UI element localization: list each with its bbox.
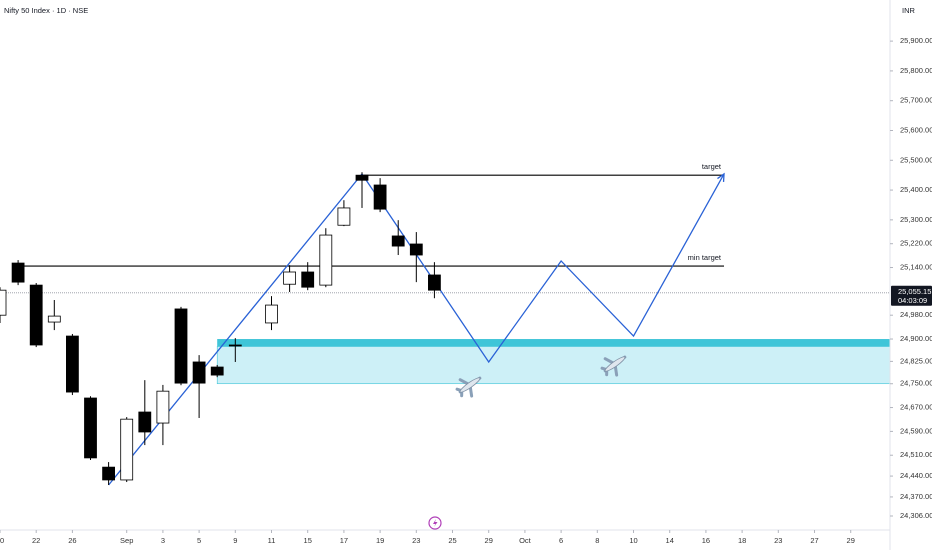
projection-path	[108, 172, 725, 486]
x-tick-label: 20	[0, 536, 4, 545]
candle-body	[265, 304, 278, 324]
x-tick-label: 3	[161, 536, 165, 545]
x-tick-label: 9	[233, 536, 237, 545]
y-tick-label: 25,900.00	[900, 36, 932, 45]
y-tick-label: 24,825.00	[900, 356, 932, 365]
candle-body	[138, 411, 152, 433]
candle-body	[84, 397, 97, 459]
candle-body	[301, 271, 315, 288]
demand-zone-band	[217, 339, 890, 347]
candle-body	[156, 390, 170, 424]
candle-body	[192, 361, 206, 384]
x-tick-label: 11	[268, 536, 276, 545]
candle-body	[174, 308, 188, 384]
candle-body	[102, 466, 116, 481]
level-label: min target	[688, 253, 722, 262]
candle-body	[120, 418, 134, 481]
x-tick-label: 6	[559, 536, 563, 545]
candle-body	[29, 284, 43, 346]
candle-body	[283, 271, 297, 285]
y-tick-label: 25,700.00	[900, 96, 932, 105]
countdown-label: 04:03:09	[898, 296, 927, 305]
candle-body	[319, 234, 333, 286]
y-tick-label: 24,670.00	[900, 403, 932, 412]
current-price-box	[891, 285, 932, 306]
x-tick-label: 17	[340, 536, 348, 545]
x-tick-label: 10	[629, 536, 637, 545]
candle-body	[210, 366, 224, 376]
x-tick-label: 5	[197, 536, 201, 545]
current-price-label: 25,055.15	[898, 287, 931, 296]
candle-body	[47, 315, 61, 323]
projection-arrowhead	[717, 172, 725, 183]
airplane-icon	[600, 355, 627, 377]
x-tick-label: 18	[738, 536, 746, 545]
y-tick-label: 24,900.00	[900, 334, 932, 343]
x-tick-label: 29	[847, 536, 855, 545]
y-tick-label: 25,500.00	[900, 155, 932, 164]
lightning-icon	[428, 516, 442, 530]
candle-body	[428, 274, 441, 291]
x-tick-label: 16	[702, 536, 710, 545]
y-tick-label: 25,400.00	[900, 185, 932, 194]
x-tick-label: Oct	[519, 536, 532, 545]
x-tick-label: 27	[810, 536, 818, 545]
candle-body	[228, 344, 242, 347]
x-tick-label: Sep	[120, 536, 133, 545]
level-label: target	[702, 162, 722, 171]
y-tick-label: 24,980.00	[900, 310, 932, 319]
candle-body	[11, 262, 25, 283]
x-tick-label: 23	[774, 536, 782, 545]
x-tick-label: 29	[485, 536, 493, 545]
currency-label: INR	[902, 6, 916, 15]
x-tick-label: 23	[412, 536, 420, 545]
y-tick-label: 24,440.00	[900, 471, 932, 480]
candle-body	[409, 243, 423, 256]
candle-body	[355, 174, 369, 181]
y-tick-label: 25,600.00	[900, 125, 932, 134]
y-tick-label: 24,750.00	[900, 379, 932, 388]
y-tick-label: 24,590.00	[900, 426, 932, 435]
x-tick-label: 22	[32, 536, 40, 545]
x-tick-label: 25	[448, 536, 456, 545]
y-tick-label: 24,370.00	[900, 492, 932, 501]
x-tick-label: 19	[376, 536, 384, 545]
airplane-icon	[455, 376, 482, 398]
y-tick-label: 25,300.00	[900, 215, 932, 224]
candle-body	[391, 235, 405, 247]
demand-zone	[216, 346, 891, 385]
y-tick-label: 24,510.00	[900, 450, 932, 459]
y-tick-label: 25,800.00	[900, 66, 932, 75]
x-tick-label: 14	[666, 536, 674, 545]
candle-body	[0, 289, 7, 316]
y-tick-label: 25,220.00	[900, 239, 932, 248]
x-tick-label: 8	[595, 536, 599, 545]
candle-body	[66, 335, 79, 393]
chart-title: Nifty 50 Index · 1D · NSE	[4, 6, 88, 15]
y-tick-label: 25,140.00	[900, 263, 932, 272]
x-tick-label: 26	[68, 536, 76, 545]
candle-body	[373, 184, 387, 210]
y-tick-label: 24,306.00	[900, 511, 932, 520]
candle-body	[337, 207, 351, 226]
x-tick-label: 15	[304, 536, 312, 545]
